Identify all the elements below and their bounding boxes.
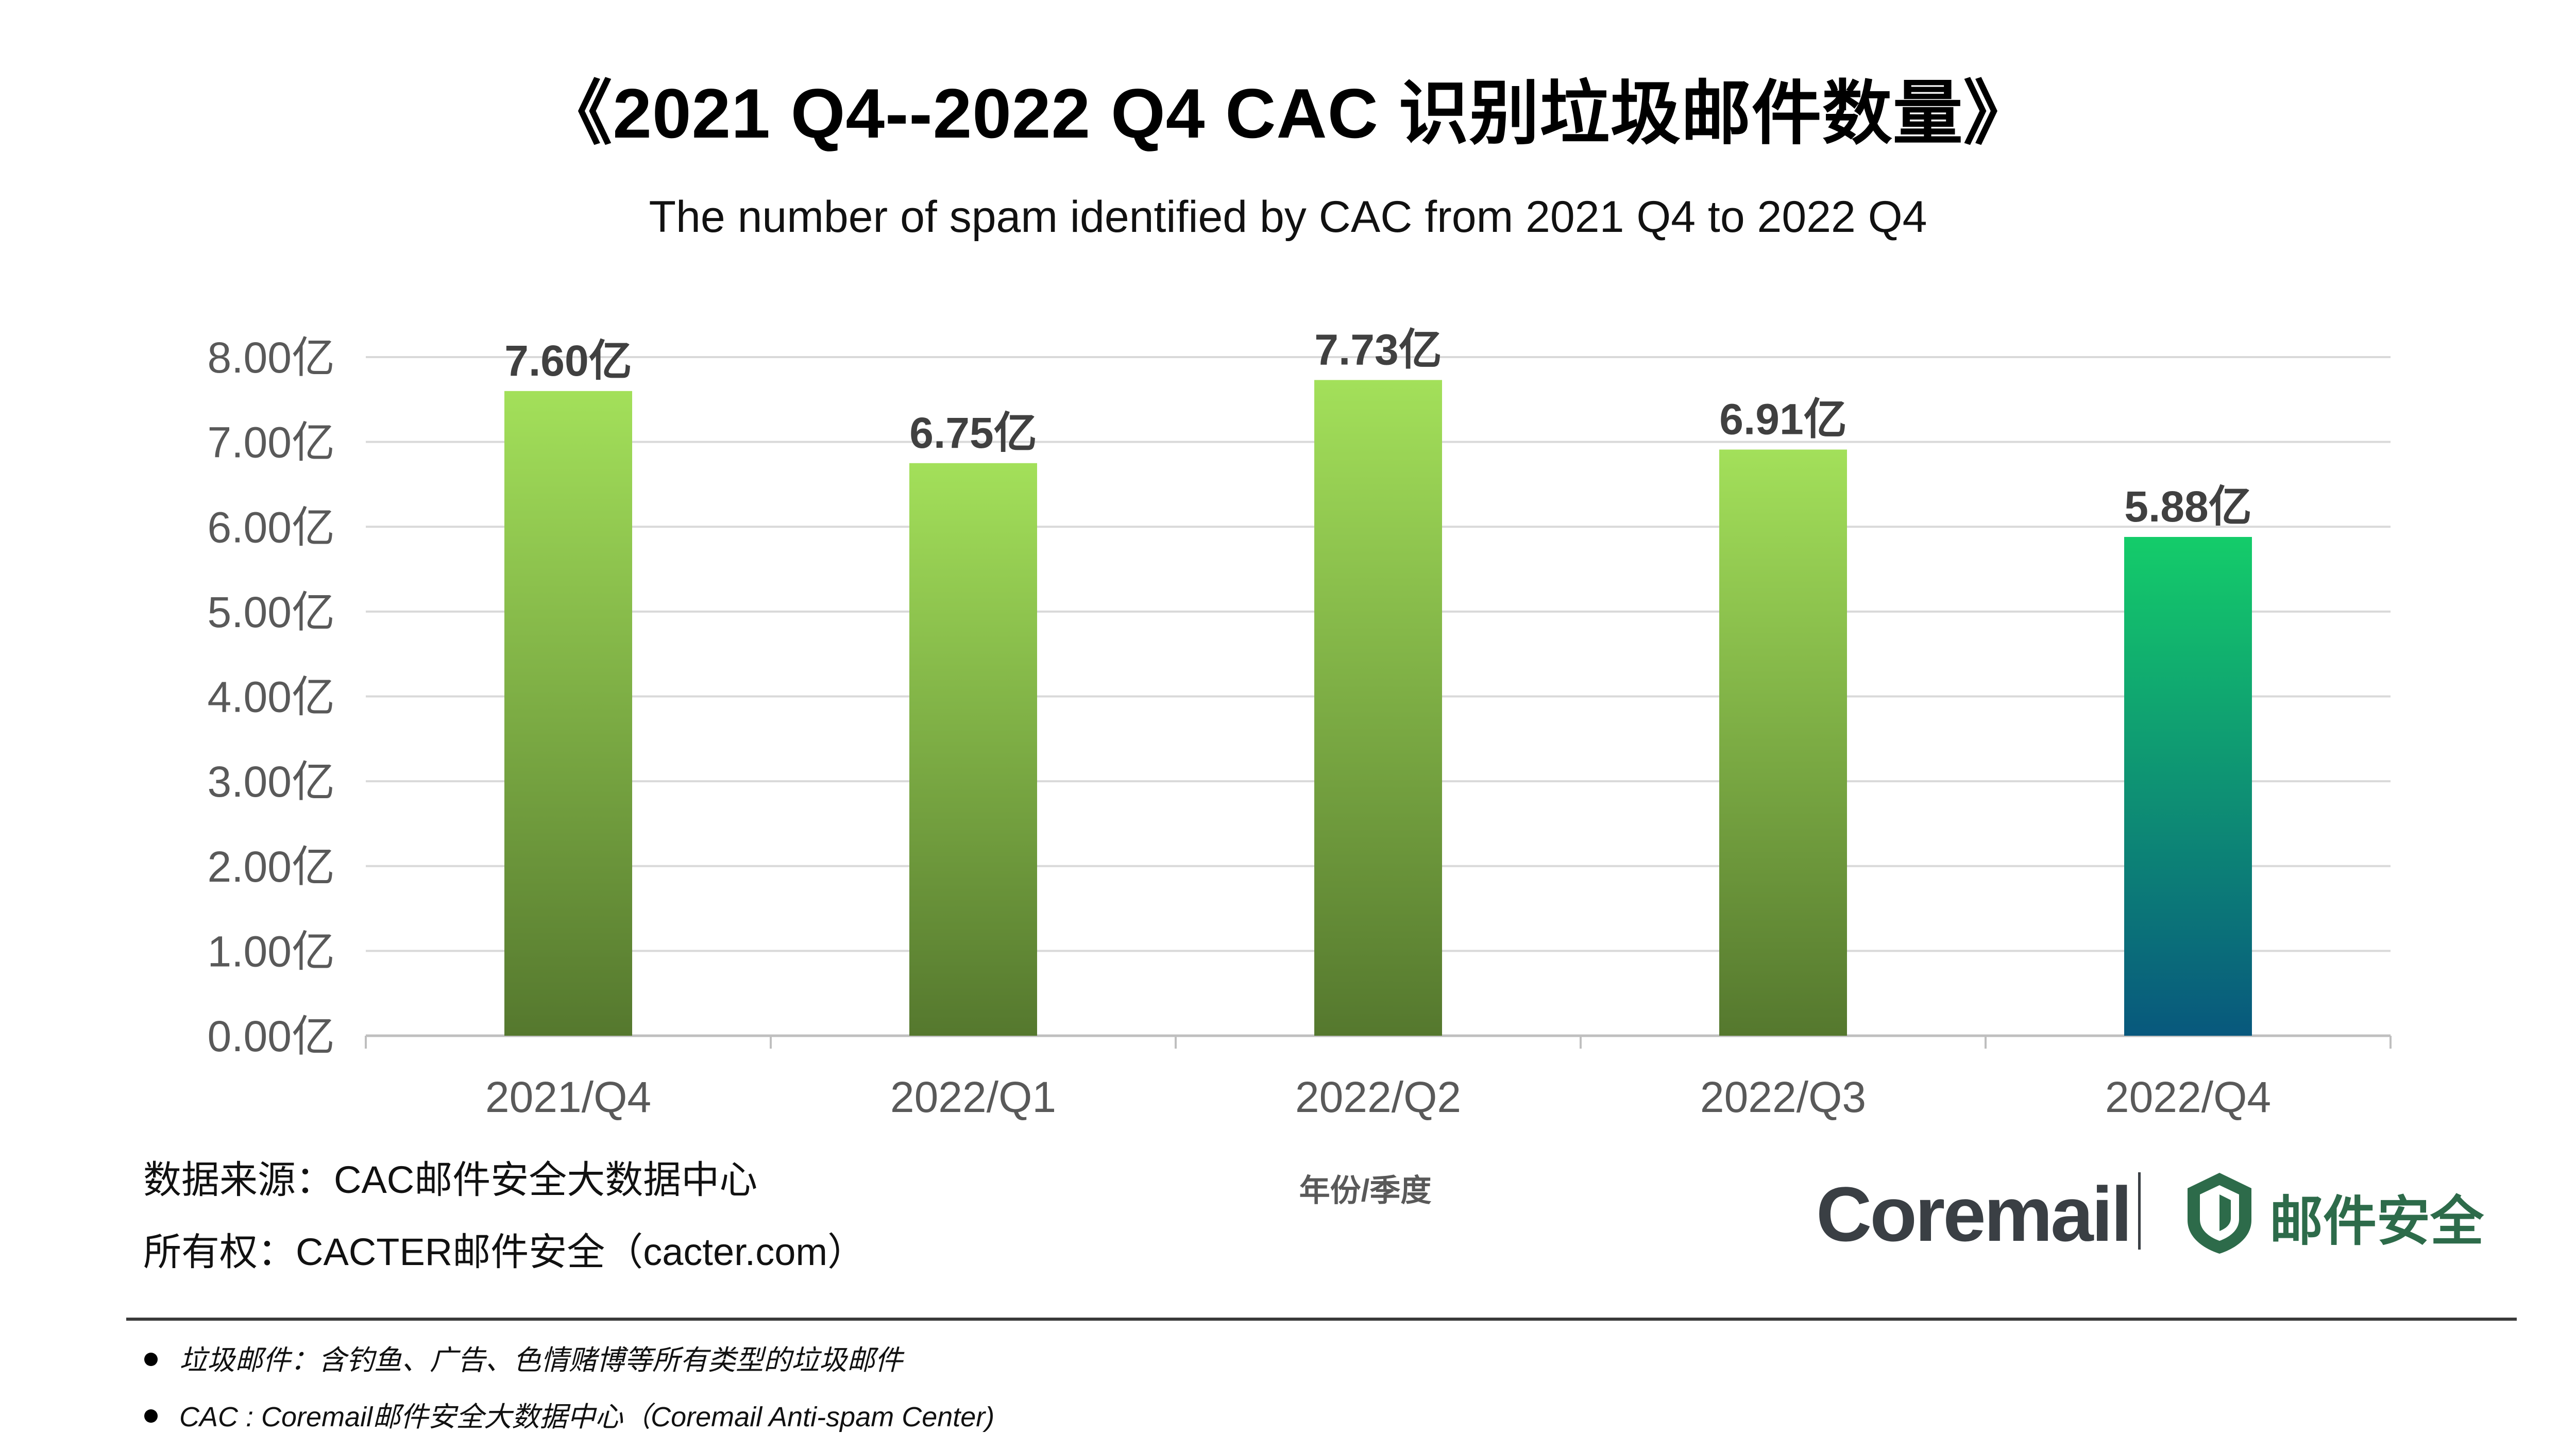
x-tick-label: 2021/Q4 <box>485 1073 651 1121</box>
footer-divider <box>126 1318 2517 1321</box>
data-label: 7.73亿 <box>1314 325 1442 374</box>
y-tick-label: 4.00亿 <box>208 673 335 721</box>
bullet-icon <box>144 1352 158 1366</box>
coremail-logo-text: Coremail <box>1816 1171 2132 1257</box>
bar <box>1719 449 1847 1036</box>
x-tick-label: 2022/Q3 <box>1700 1073 1866 1121</box>
y-tick-label: 1.00亿 <box>208 927 335 975</box>
y-tick-label: 3.00亿 <box>208 757 335 806</box>
chart-title: 《2021 Q4--2022 Q4 CAC 识别垃圾邮件数量》 <box>542 74 2034 153</box>
data-source-text: 数据来源：CAC邮件安全大数据中心 <box>143 1158 758 1201</box>
chart-subtitle: The number of spam identified by CAC fro… <box>649 192 1927 242</box>
shield-icon <box>2188 1173 2251 1254</box>
y-tick-label: 2.00亿 <box>208 843 335 891</box>
data-label: 5.88亿 <box>2124 482 2252 531</box>
bar-chart: 0.00亿 1.00亿 2.00亿 3.00亿 4.00亿 5.00亿 6.00亿 7.00亿… <box>208 325 2392 1121</box>
footnote-text: CAC : Coremail邮件安全大数据中心（Coremail Anti-sp… <box>179 1402 995 1433</box>
ownership-text: 所有权：CACTER邮件安全（cacter.com） <box>143 1231 866 1273</box>
bar <box>2124 537 2252 1036</box>
x-tick-label: 2022/Q1 <box>890 1073 1056 1121</box>
y-tick-label: 6.00亿 <box>208 503 335 551</box>
bar <box>1314 380 1442 1036</box>
y-tick-label: 5.00亿 <box>208 588 335 636</box>
y-tick-label: 0.00亿 <box>208 1012 335 1060</box>
footnote-item: 垃圾邮件：含钓鱼、广告、色情赌博等所有类型的垃圾邮件 <box>144 1337 903 1378</box>
y-tick-label: 8.00亿 <box>208 333 335 382</box>
x-tick-label: 2022/Q4 <box>2105 1073 2271 1121</box>
brand-cn-text: 邮件安全 <box>2269 1192 2484 1252</box>
footnote-item: CAC : Coremail邮件安全大数据中心（Coremail Anti-sp… <box>144 1394 994 1435</box>
y-tick-label: 7.00亿 <box>208 418 335 467</box>
data-label: 7.60亿 <box>504 336 632 385</box>
bar <box>504 391 632 1036</box>
bar <box>909 463 1037 1036</box>
footnote-text: 垃圾邮件：含钓鱼、广告、色情赌博等所有类型的垃圾邮件 <box>179 1345 903 1376</box>
bullet-icon <box>144 1409 158 1423</box>
x-tick-label: 2022/Q2 <box>1295 1073 1461 1121</box>
data-label: 6.75亿 <box>909 409 1037 457</box>
logo-divider <box>2138 1172 2141 1250</box>
data-label: 6.91亿 <box>1719 395 1847 443</box>
x-axis-title: 年份/季度 <box>1299 1173 1432 1208</box>
